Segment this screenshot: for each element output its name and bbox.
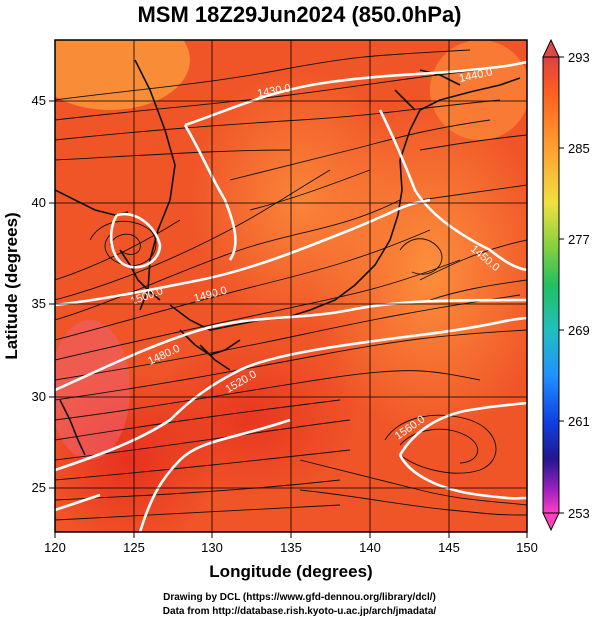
y-tick-label: 35	[32, 296, 46, 311]
y-tick-labels: 25 30 35 40 45	[32, 93, 46, 495]
colorbar-tick-label: 277	[568, 232, 590, 247]
colorbar-tick-label: 261	[568, 414, 590, 429]
x-tick-label: 130	[201, 540, 223, 555]
y-tick-label: 25	[32, 480, 46, 495]
colorbar-bottom-arrow	[543, 513, 559, 530]
x-tick-label: 135	[280, 540, 302, 555]
colorbar: 293 285 277 269 261 253	[543, 40, 590, 530]
x-axis-label: Longitude (degrees)	[209, 562, 372, 581]
x-tick-label: 140	[359, 540, 381, 555]
credit-drawing: Drawing by DCL (https://www.gfd-dennou.o…	[0, 592, 599, 603]
x-tick-label: 150	[516, 540, 538, 555]
y-tick-label: 45	[32, 93, 46, 108]
colorbar-top-arrow	[543, 40, 559, 57]
colorbar-tick-label: 253	[568, 506, 590, 521]
colorbar-tick-label: 285	[568, 141, 590, 156]
y-tick-label: 40	[32, 195, 46, 210]
x-tick-label: 120	[44, 540, 66, 555]
x-tick-labels: 120 125 130 135 140 145 150	[44, 540, 538, 555]
credit-data: Data from http://database.rish.kyoto-u.a…	[0, 606, 599, 617]
colorbar-gradient	[543, 57, 559, 513]
y-tick-label: 30	[32, 389, 46, 404]
y-axis-label: Latitude (degrees)	[2, 212, 21, 359]
colorbar-tick-label: 269	[568, 323, 590, 338]
colorbar-tick-label: 293	[568, 50, 590, 65]
x-tick-label: 125	[123, 540, 145, 555]
x-tick-label: 145	[438, 540, 460, 555]
